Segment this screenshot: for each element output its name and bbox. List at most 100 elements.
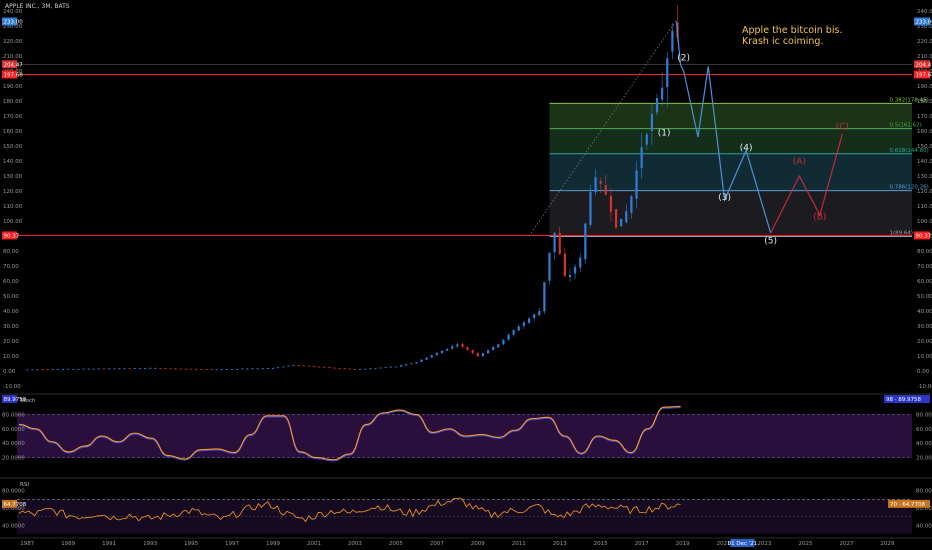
price-tag-left [2, 70, 17, 79]
rsi-tag-left-text: 64.7708 [4, 502, 27, 508]
candle-body [31, 369, 34, 371]
price-tick-label-left: 190.00 [3, 84, 23, 90]
time-cursor-tag[interactable] [730, 539, 755, 547]
candle-body [348, 368, 351, 370]
candle-body [445, 348, 449, 351]
candle-body [481, 353, 485, 357]
candle-body [77, 368, 80, 370]
rsi-tick-left: 60.0000 [2, 506, 25, 512]
candle-body [507, 334, 510, 340]
candle-body [282, 366, 285, 368]
candle-body [61, 369, 65, 370]
candle-body [220, 369, 223, 371]
candle-body [394, 366, 397, 368]
candle-body [143, 368, 147, 369]
candle-body [297, 365, 300, 366]
candle-body [302, 365, 305, 367]
candle-body [51, 369, 54, 371]
price-tick-label-right: 120.00 [917, 189, 932, 195]
candle-body [614, 209, 618, 228]
candle-body [430, 355, 433, 358]
price-tick-label-left: 10.00 [3, 354, 19, 360]
price-candles [26, 5, 679, 371]
candle-body [102, 368, 106, 370]
candle-body [169, 368, 172, 370]
candle-body [497, 344, 500, 348]
candle-body [87, 368, 90, 370]
candle-body [46, 369, 49, 371]
candle-body [179, 368, 182, 370]
price-tick-label-right: 150.00 [917, 144, 932, 150]
time-tick-label: 1993 [143, 541, 157, 547]
candle-body [410, 363, 413, 365]
candle-body [599, 181, 602, 184]
time-tick-label: 2011 [512, 541, 526, 547]
price-tag-left [2, 231, 17, 240]
price-tick-label-right: 10.00 [917, 354, 932, 360]
price-tag-right-text: 233.00 [916, 20, 932, 26]
candle-body [522, 322, 525, 326]
stoch-tick-left: 40.0000 [2, 441, 25, 447]
candle-body [333, 367, 336, 369]
price-tick-label-left: 80.00 [3, 249, 19, 255]
price-tick-label-right: 20.00 [917, 339, 932, 345]
candle-body [287, 365, 290, 367]
candle-body [476, 352, 479, 357]
time-tick-label: 2023 [758, 541, 772, 547]
candle-body [671, 30, 674, 52]
candle-body [492, 346, 495, 350]
time-tick-label: 1999 [266, 541, 280, 547]
stoch-tick-left: 60.0000 [2, 427, 25, 433]
time-tick-label: 1987 [20, 541, 34, 547]
elliott-correction-projection [770, 133, 843, 234]
price-tick-label-right: 230.00 [917, 24, 932, 30]
candle-body [271, 368, 275, 369]
price-tick-label-right: 140.00 [917, 159, 932, 165]
candle-body [538, 311, 541, 316]
stoch-tick-left: 20.0000 [2, 456, 25, 462]
candle-body [604, 185, 607, 195]
price-tick-label-right: 170.00 [917, 114, 932, 120]
wave-label: (4) [740, 144, 753, 154]
price-tick-label-right: 0.00 [917, 369, 930, 375]
candle-body [174, 368, 177, 370]
candle-body [56, 369, 60, 370]
candle-body [312, 366, 316, 367]
chart-title: APPLE INC., 3M, BATS [5, 3, 70, 10]
candle-body [230, 369, 234, 370]
candle-body [609, 195, 613, 212]
price-tick-label-left: 230.00 [3, 24, 23, 30]
stoch-tag-right [884, 395, 930, 403]
candle-body [543, 282, 546, 312]
candle-body [358, 369, 362, 370]
time-tick-label: 2009 [471, 541, 485, 547]
price-tick-label-left: 30.00 [3, 324, 19, 330]
price-tick-label-left: -10.00 [3, 384, 21, 390]
candle-body [425, 357, 428, 360]
time-tick-label: 2001 [307, 541, 321, 547]
price-tick-label-left: 120.00 [3, 189, 23, 195]
candle-body [440, 350, 444, 354]
candle-body [82, 368, 85, 370]
fib-level-label: 0.786(120.26) [889, 185, 928, 191]
candle-body [379, 367, 382, 369]
candle-body [533, 314, 536, 319]
candle-body [41, 369, 44, 371]
candle-body [374, 367, 377, 369]
candle-body [666, 58, 669, 87]
candle-body [195, 368, 198, 370]
candle-body [26, 369, 29, 371]
candle-body [246, 368, 249, 370]
wave-label: (C) [836, 123, 849, 133]
time-tick-label: 2029 [880, 541, 894, 547]
candle-body [517, 326, 520, 331]
fib-level-label: 0.618(144.80) [889, 148, 928, 154]
candle-body [328, 367, 331, 369]
candle-body [486, 350, 490, 354]
candle-body [241, 368, 244, 370]
price-tag-right-text: 90.37 [916, 233, 932, 239]
candle-body [261, 368, 264, 370]
candle-body [630, 196, 633, 213]
